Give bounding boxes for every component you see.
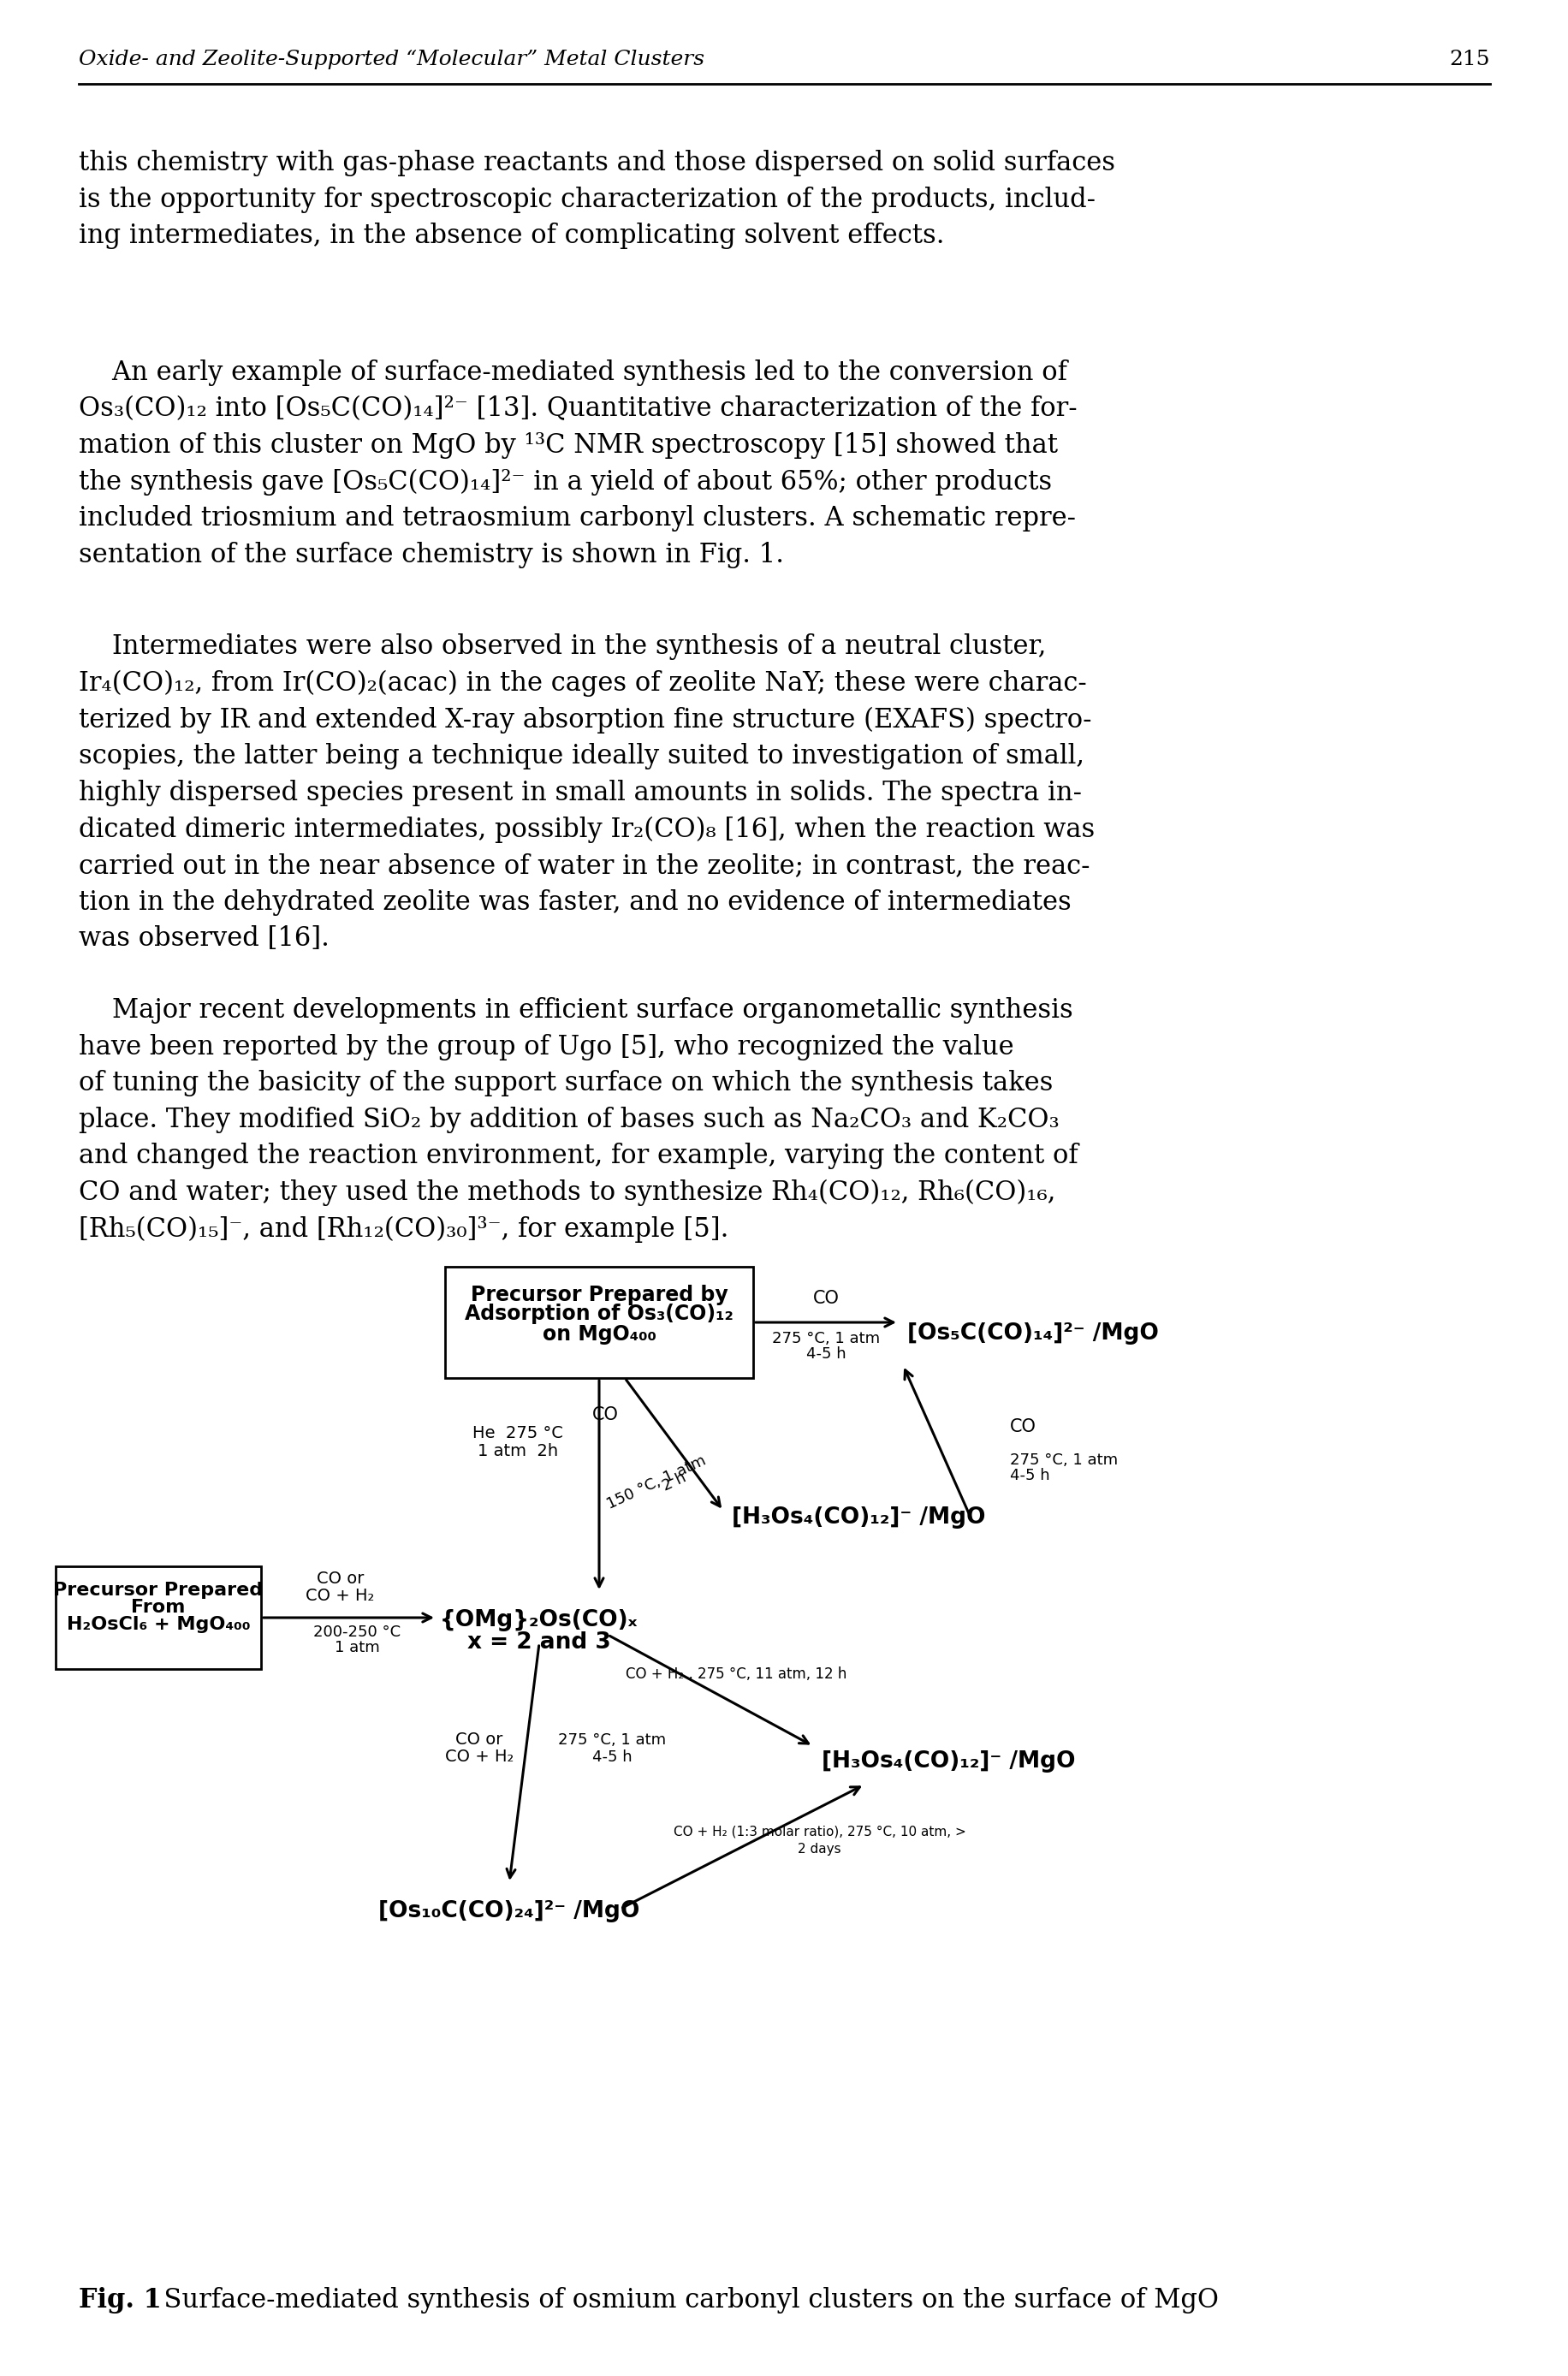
Text: Oxide- and Zeolite-Supported “Molecular” Metal Clusters: Oxide- and Zeolite-Supported “Molecular”… xyxy=(78,50,704,69)
Text: x = 2 and 3: x = 2 and 3 xyxy=(467,1632,610,1654)
Text: CO + H₂: CO + H₂ xyxy=(445,1749,513,1765)
Text: on MgO₄₀₀: on MgO₄₀₀ xyxy=(543,1323,655,1345)
Text: CO or: CO or xyxy=(455,1732,503,1749)
Text: 275 °C, 1 atm: 275 °C, 1 atm xyxy=(1010,1452,1118,1468)
Text: CO + H₂: CO + H₂ xyxy=(306,1587,375,1604)
FancyBboxPatch shape xyxy=(445,1266,753,1378)
Text: 275 °C, 1 atm: 275 °C, 1 atm xyxy=(771,1331,880,1347)
Text: 1 atm: 1 atm xyxy=(334,1639,379,1656)
Text: Major recent developments in efficient surface organometallic synthesis
have bee: Major recent developments in efficient s… xyxy=(78,998,1077,1243)
Text: [Os₁₀C(CO)₂₄]²⁻ /MgO: [Os₁₀C(CO)₂₄]²⁻ /MgO xyxy=(378,1901,640,1922)
Text: An early example of surface-mediated synthesis led to the conversion of
Os₃(CO)₁: An early example of surface-mediated syn… xyxy=(78,359,1077,568)
Text: {OMg}₂Os(CO)ₓ: {OMg}₂Os(CO)ₓ xyxy=(441,1609,638,1632)
Text: 2 h: 2 h xyxy=(659,1471,688,1495)
Text: He  275 °C: He 275 °C xyxy=(472,1426,563,1442)
Text: 150 °C, 1 atm: 150 °C, 1 atm xyxy=(605,1452,709,1514)
Text: Precursor Prepared by: Precursor Prepared by xyxy=(470,1285,728,1304)
Text: Fig. 1: Fig. 1 xyxy=(78,2288,162,2314)
Text: CO + H₂ (1:3 molar ratio), 275 °C, 10 atm, >: CO + H₂ (1:3 molar ratio), 275 °C, 10 at… xyxy=(673,1825,966,1839)
Text: Surface-mediated synthesis of osmium carbonyl clusters on the surface of MgO: Surface-mediated synthesis of osmium car… xyxy=(147,2288,1218,2314)
Text: CO + H₂ , 275 °C, 11 atm, 12 h: CO + H₂ , 275 °C, 11 atm, 12 h xyxy=(626,1666,847,1682)
Text: CO or: CO or xyxy=(317,1571,364,1587)
Text: H₂OsCl₆ + MgO₄₀₀: H₂OsCl₆ + MgO₄₀₀ xyxy=(66,1616,249,1632)
Text: 4-5 h: 4-5 h xyxy=(806,1347,845,1361)
Text: [H₃Os₄(CO)₁₂]⁻ /MgO: [H₃Os₄(CO)₁₂]⁻ /MgO xyxy=(731,1506,985,1528)
Text: 4-5 h: 4-5 h xyxy=(1010,1468,1049,1483)
Text: 200-250 °C: 200-250 °C xyxy=(314,1625,401,1639)
Text: 2 days: 2 days xyxy=(798,1841,840,1856)
Text: 275 °C, 1 atm: 275 °C, 1 atm xyxy=(558,1732,665,1749)
Text: Adsorption of Os₃(CO)₁₂: Adsorption of Os₃(CO)₁₂ xyxy=(464,1304,734,1323)
FancyBboxPatch shape xyxy=(55,1566,260,1668)
Text: CO: CO xyxy=(593,1407,618,1423)
Text: [H₃Os₄(CO)₁₂]⁻ /MgO: [H₃Os₄(CO)₁₂]⁻ /MgO xyxy=(822,1751,1074,1772)
Text: From: From xyxy=(132,1599,185,1616)
Text: 215: 215 xyxy=(1449,50,1490,69)
Text: [Os₅C(CO)₁₄]²⁻ /MgO: [Os₅C(CO)₁₄]²⁻ /MgO xyxy=(906,1323,1159,1345)
Text: CO: CO xyxy=(1010,1418,1036,1435)
Text: 4-5 h: 4-5 h xyxy=(591,1749,632,1765)
Text: this chemistry with gas-phase reactants and those dispersed on solid surfaces
is: this chemistry with gas-phase reactants … xyxy=(78,150,1115,249)
Text: CO: CO xyxy=(812,1290,839,1307)
Text: 1 atm  2h: 1 atm 2h xyxy=(477,1442,558,1459)
Text: Intermediates were also observed in the synthesis of a neutral cluster,
Ir₄(CO)₁: Intermediates were also observed in the … xyxy=(78,634,1094,953)
Text: Precursor Prepared: Precursor Prepared xyxy=(53,1582,263,1599)
